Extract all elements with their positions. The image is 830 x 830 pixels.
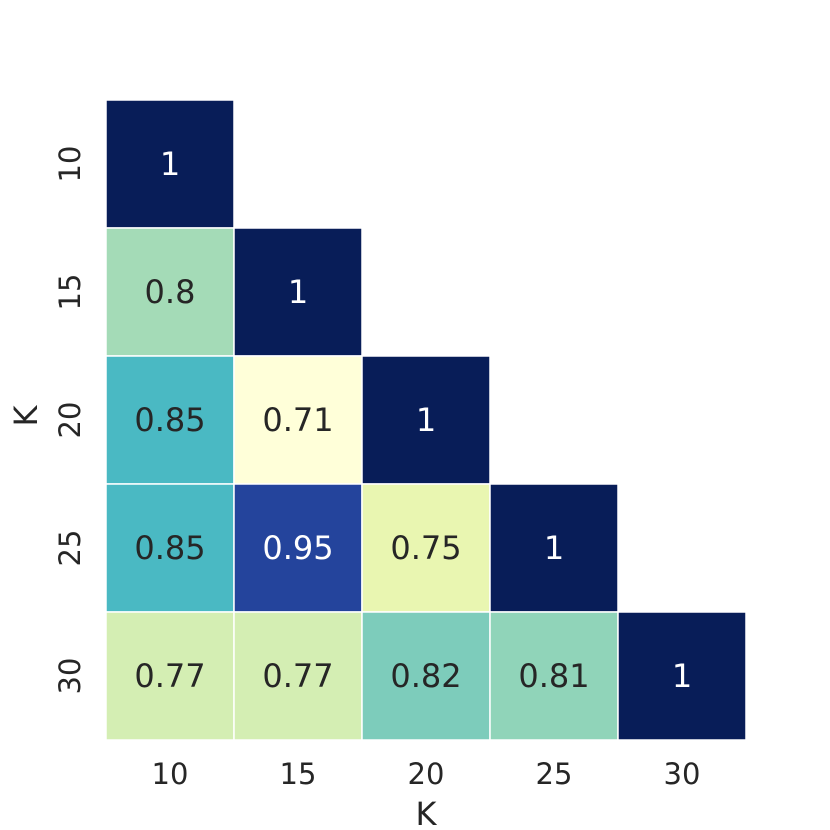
heatmap-cell-20-10 [105, 355, 235, 485]
cell-value-label-10-10: 1 [160, 145, 180, 183]
heatmap-cell-15-10 [105, 227, 235, 357]
heatmap-cell-30-20 [361, 611, 491, 741]
x-tick-label-25: 25 [536, 757, 573, 791]
cell-value-label-20-10: 0.85 [134, 401, 205, 439]
cell-value-label-30-25: 0.81 [518, 657, 589, 695]
heatmap-cells [105, 99, 747, 741]
cell-value-label-30-15: 0.77 [262, 657, 333, 695]
heatmap-cell-25-25 [489, 483, 619, 613]
cell-value-label-30-20: 0.82 [390, 657, 461, 695]
y-tick-label-20: 20 [53, 402, 87, 439]
heatmap-cell-30-15 [233, 611, 363, 741]
cell-value-label-30-30: 1 [672, 657, 692, 695]
heatmap-cell-10-10 [105, 99, 235, 229]
heatmap-cell-30-30 [617, 611, 747, 741]
x-tick-label-10: 10 [152, 757, 189, 791]
y-tick-label-15: 15 [53, 274, 87, 311]
cell-value-label-15-10: 0.8 [145, 273, 196, 311]
cell-value-label-20-15: 0.71 [262, 401, 333, 439]
heatmap-cell-20-15 [233, 355, 363, 485]
heatmap-cell-20-20 [361, 355, 491, 485]
y-tick-label-30: 30 [53, 658, 87, 695]
cell-value-label-25-25: 1 [544, 529, 564, 567]
x-tick-label-30: 30 [664, 757, 701, 791]
cell-value-label-20-20: 1 [416, 401, 436, 439]
x-tick-label-15: 15 [280, 757, 317, 791]
x-axis-title: K [416, 795, 438, 830]
cell-value-label-15-15: 1 [288, 273, 308, 311]
heatmap-cell-15-15 [233, 227, 363, 357]
y-tick-label-10: 10 [53, 146, 87, 183]
x-tick-label-20: 20 [408, 757, 445, 791]
heatmap-cell-labels: 10.8 10.85 0.71 10.85 0.95 0.75 10.77 0.77 0.82 0… [134, 145, 692, 695]
cell-value-label-30-10: 0.77 [134, 657, 205, 695]
cell-value-label-25-15: 0.95 [262, 529, 333, 567]
y-axis-title: K [7, 404, 45, 426]
cell-value-label-25-10: 0.85 [134, 529, 205, 567]
y-tick-labels: 10 15 20 25 30 [53, 146, 87, 695]
cell-value-label-25-20: 0.75 [390, 529, 461, 567]
y-tick-label-25: 25 [53, 530, 87, 567]
heatmap-cell-30-25 [489, 611, 619, 741]
x-tick-labels: 10 15 20 25 30 [152, 757, 701, 791]
heatmap-cell-25-15 [233, 483, 363, 613]
